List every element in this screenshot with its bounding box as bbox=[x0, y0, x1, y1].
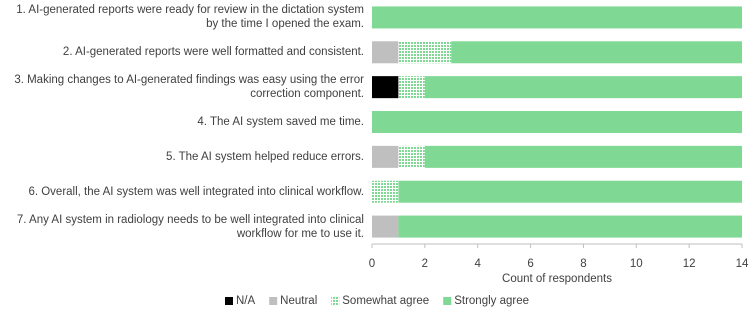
legend: N/A Neutral Somewhat agree Strongly agree bbox=[225, 295, 529, 307]
x-tick-label: 8 bbox=[580, 258, 586, 270]
bar-segment bbox=[372, 41, 399, 64]
bar-segment bbox=[398, 215, 742, 238]
bar-segment bbox=[372, 215, 399, 238]
category-label: 6. Overall, the AI system was well integ… bbox=[28, 185, 364, 198]
bar-segment bbox=[398, 76, 425, 99]
x-tick-label: 2 bbox=[422, 258, 428, 270]
x-tick-label: 12 bbox=[683, 258, 696, 270]
bar-segment bbox=[398, 180, 742, 203]
x-tick-label: 6 bbox=[527, 258, 533, 270]
x-axis-title: Count of respondents bbox=[502, 273, 612, 285]
category-label: 1. AI-generated reports were ready for r… bbox=[16, 4, 364, 31]
legend-label: N/A bbox=[236, 295, 256, 307]
x-tick-label: 14 bbox=[736, 258, 749, 270]
category-label: 5. The AI system helped reduce errors. bbox=[166, 150, 364, 163]
bar-segment bbox=[424, 145, 742, 168]
legend-swatch bbox=[331, 297, 340, 305]
bar-segment bbox=[372, 111, 742, 133]
bar-segment bbox=[398, 145, 425, 168]
bar-segment bbox=[398, 41, 452, 64]
bar-segment bbox=[372, 145, 399, 168]
category-label: 4. The AI system saved me time. bbox=[197, 116, 364, 128]
bar-segment bbox=[451, 41, 742, 64]
legend-swatch bbox=[269, 297, 278, 305]
legend-swatch bbox=[443, 297, 452, 305]
bar-segment bbox=[424, 76, 742, 99]
x-tick-label: 10 bbox=[630, 258, 643, 270]
legend-label: Strongly agree bbox=[454, 295, 529, 307]
legend-label: Somewhat agree bbox=[342, 295, 429, 307]
x-tick-label: 4 bbox=[475, 258, 482, 270]
category-label: 2. AI-generated reports were well format… bbox=[62, 46, 364, 59]
category-label: 7. Any AI system in radiology needs to b… bbox=[16, 213, 364, 240]
bar-segment bbox=[372, 180, 399, 203]
bar-segment bbox=[372, 76, 399, 99]
bar-segment bbox=[372, 6, 742, 29]
legend-label: Neutral bbox=[280, 295, 317, 307]
legend-swatch bbox=[225, 297, 233, 305]
x-tick-label: 0 bbox=[369, 258, 375, 270]
category-label: 3. Making changes to AI-generated findin… bbox=[14, 74, 364, 101]
